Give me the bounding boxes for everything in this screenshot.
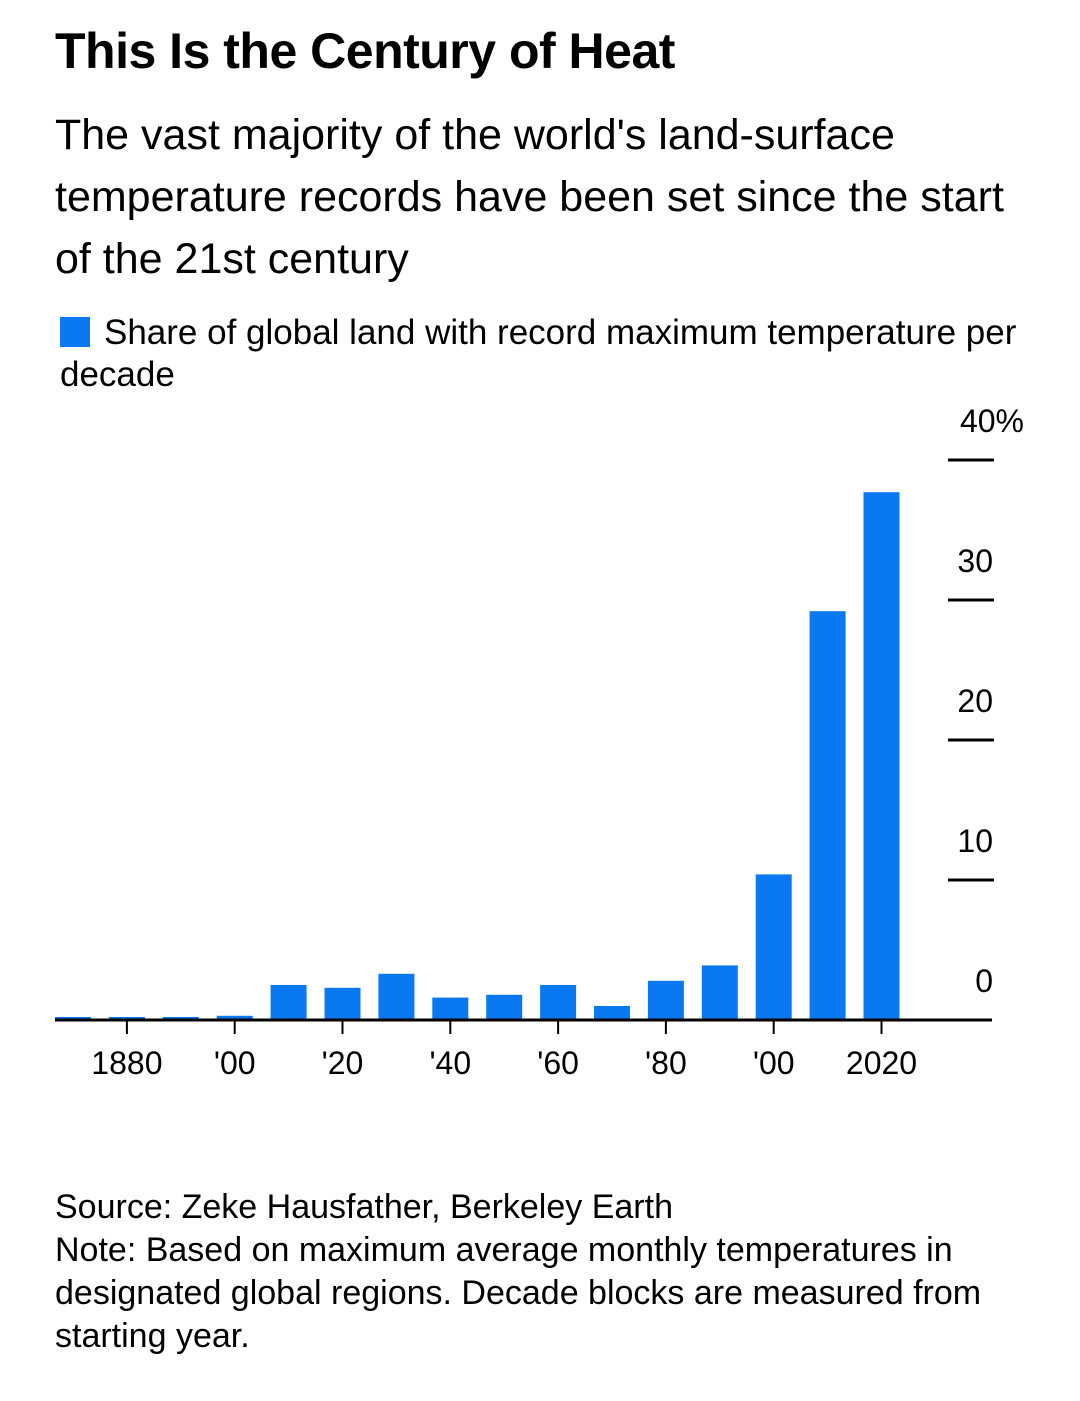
x-tick-label: 2020	[846, 1045, 917, 1081]
y-tick-label: 10	[957, 823, 993, 859]
legend: Share of global land with record maximum…	[60, 312, 1040, 396]
x-tick-label: '40	[429, 1045, 471, 1081]
bar-1920	[324, 987, 361, 1020]
bar-1990	[701, 965, 738, 1020]
x-tick-label: '20	[322, 1045, 364, 1081]
chart-subtitle: The vast majority of the world's land-su…	[55, 111, 1004, 283]
bar-1980	[647, 980, 684, 1020]
bar-1940	[432, 997, 469, 1020]
x-tick-label: '60	[537, 1045, 579, 1081]
x-tick-label: '00	[753, 1045, 795, 1081]
y-tick-label: 0	[975, 963, 993, 999]
bar-1910	[270, 985, 307, 1020]
bar-chart: 0 10 20 30 40% 1880 '00 '20 '40 '60 '80 '00 2020	[55, 403, 1024, 1081]
bar-2000	[755, 874, 792, 1020]
x-tick-label: '00	[214, 1045, 256, 1081]
methodology-note: Note: Based on maximum average monthly t…	[55, 1231, 982, 1355]
y-tick-label: 40%	[960, 403, 1024, 439]
legend-label: Share of global land with record maximum…	[60, 313, 1017, 394]
source-note: Source: Zeke Hausfather, Berkeley Earth	[55, 1188, 673, 1226]
x-tick-label: '80	[645, 1045, 687, 1081]
y-tick-label: 20	[957, 683, 993, 719]
bar-1950	[486, 994, 523, 1020]
bar-2020	[863, 492, 900, 1020]
x-tick-label: 1880	[91, 1045, 162, 1081]
bar-2010	[809, 611, 846, 1020]
bar-1900	[216, 1015, 253, 1020]
chart-title: This Is the Century of Heat	[55, 23, 675, 79]
bar-1930	[378, 973, 415, 1020]
legend-swatch	[60, 317, 90, 347]
bar-1960	[540, 985, 577, 1020]
bar-1970	[594, 1006, 630, 1020]
chart-footer: Source: Zeke Hausfather, Berkeley Earth …	[55, 1186, 1035, 1358]
y-tick-label: 30	[957, 543, 993, 579]
